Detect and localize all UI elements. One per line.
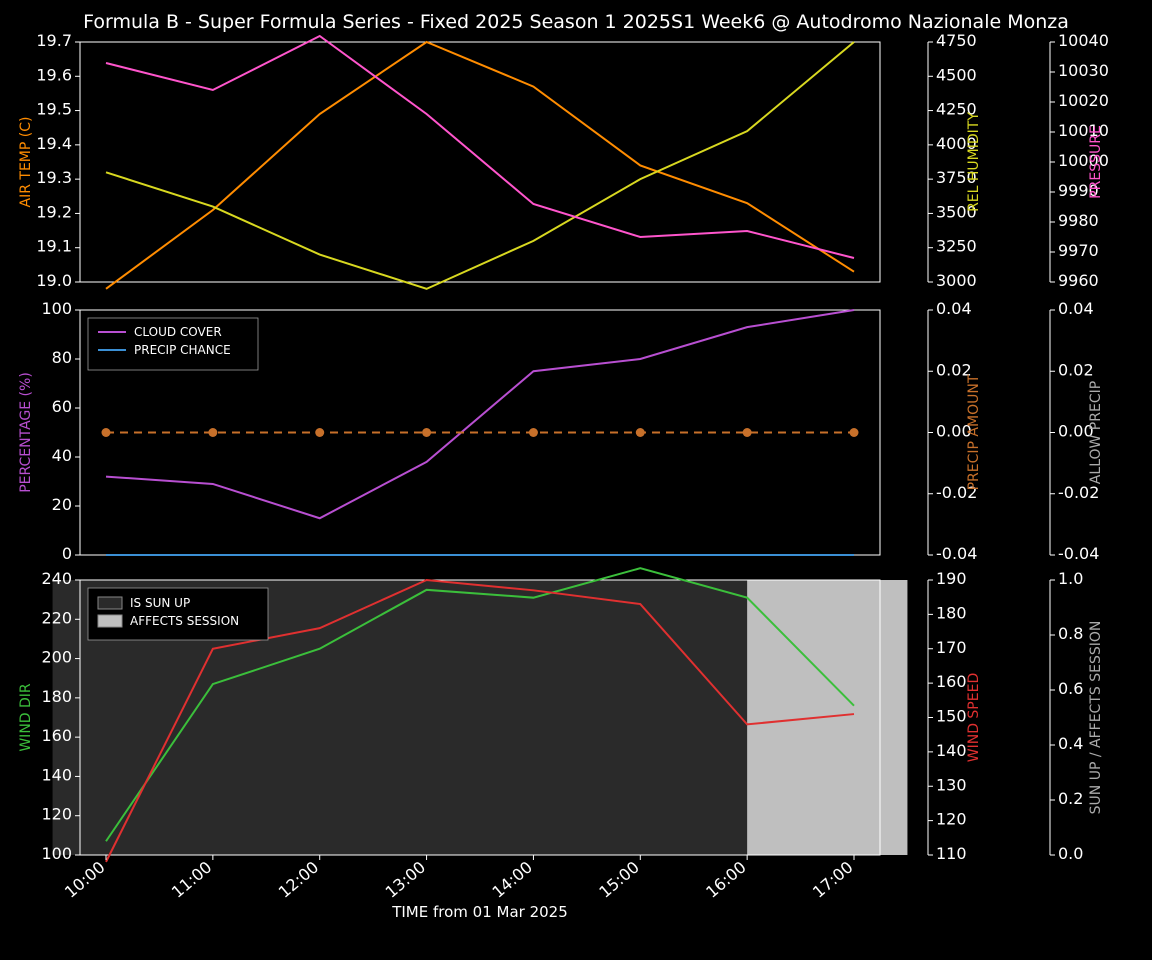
- svg-text:4750: 4750: [936, 31, 977, 50]
- svg-text:AFFECTS SESSION: AFFECTS SESSION: [130, 614, 239, 628]
- svg-text:19.5: 19.5: [36, 100, 72, 119]
- svg-text:60: 60: [52, 397, 72, 416]
- svg-text:19.3: 19.3: [36, 168, 72, 187]
- svg-text:3250: 3250: [936, 237, 977, 256]
- svg-text:-0.04: -0.04: [936, 544, 977, 563]
- svg-text:240: 240: [41, 569, 72, 588]
- svg-text:110: 110: [936, 844, 967, 863]
- svg-text:CLOUD COVER: CLOUD COVER: [134, 325, 222, 339]
- svg-text:170: 170: [936, 638, 967, 657]
- svg-text:ALLOW PRECIP: ALLOW PRECIP: [1088, 381, 1104, 484]
- svg-text:0.04: 0.04: [936, 299, 972, 318]
- svg-text:100: 100: [41, 844, 72, 863]
- svg-text:130: 130: [936, 775, 967, 794]
- svg-text:SUN UP / AFFECTS SESSION: SUN UP / AFFECTS SESSION: [1088, 621, 1104, 815]
- svg-text:WIND DIR: WIND DIR: [18, 683, 34, 752]
- svg-text:0.4: 0.4: [1058, 734, 1083, 753]
- svg-text:IS SUN UP: IS SUN UP: [130, 596, 190, 610]
- svg-text:20: 20: [52, 495, 72, 514]
- svg-text:19.2: 19.2: [36, 202, 72, 221]
- svg-text:0.04: 0.04: [1058, 299, 1094, 318]
- x-axis-label: TIME from 01 Mar 2025: [391, 903, 568, 921]
- svg-text:10030: 10030: [1058, 61, 1109, 80]
- svg-text:180: 180: [41, 687, 72, 706]
- svg-text:1.0: 1.0: [1058, 569, 1083, 588]
- svg-text:190: 190: [936, 569, 967, 588]
- svg-text:12:00: 12:00: [275, 858, 323, 902]
- svg-text:0.02: 0.02: [1058, 360, 1094, 379]
- svg-text:-0.04: -0.04: [1058, 544, 1099, 563]
- svg-text:10020: 10020: [1058, 91, 1109, 110]
- svg-text:150: 150: [936, 707, 967, 726]
- svg-text:19.0: 19.0: [36, 271, 72, 290]
- svg-text:160: 160: [936, 672, 967, 691]
- svg-text:11:00: 11:00: [168, 858, 216, 902]
- svg-text:17:00: 17:00: [809, 858, 857, 902]
- svg-text:19.1: 19.1: [36, 237, 72, 256]
- svg-text:9960: 9960: [1058, 271, 1099, 290]
- svg-text:220: 220: [41, 608, 72, 627]
- svg-text:180: 180: [936, 603, 967, 622]
- svg-text:10040: 10040: [1058, 31, 1109, 50]
- svg-text:3000: 3000: [936, 271, 977, 290]
- svg-text:9970: 9970: [1058, 241, 1099, 260]
- svg-text:PERCENTAGE (%): PERCENTAGE (%): [18, 372, 34, 493]
- svg-text:AIR TEMP (C): AIR TEMP (C): [18, 117, 34, 208]
- svg-text:9980: 9980: [1058, 211, 1099, 230]
- svg-text:0.0: 0.0: [1058, 844, 1083, 863]
- svg-text:PRESSURE: PRESSURE: [1088, 125, 1104, 199]
- svg-text:200: 200: [41, 648, 72, 667]
- svg-text:0: 0: [62, 544, 72, 563]
- svg-text:140: 140: [41, 765, 72, 784]
- svg-text:40: 40: [52, 446, 72, 465]
- chart-title: Formula B - Super Formula Series - Fixed…: [83, 11, 1069, 33]
- svg-text:19.4: 19.4: [36, 134, 72, 153]
- svg-text:120: 120: [936, 810, 967, 829]
- svg-text:PRECIP AMOUNT: PRECIP AMOUNT: [966, 374, 982, 490]
- svg-text:120: 120: [41, 805, 72, 824]
- svg-text:19.6: 19.6: [36, 65, 72, 84]
- svg-text:0.2: 0.2: [1058, 789, 1083, 808]
- svg-text:16:00: 16:00: [702, 858, 750, 902]
- svg-text:PRECIP CHANCE: PRECIP CHANCE: [134, 343, 231, 357]
- svg-text:140: 140: [936, 741, 967, 760]
- svg-text:160: 160: [41, 726, 72, 745]
- svg-text:0.6: 0.6: [1058, 679, 1083, 698]
- svg-text:100: 100: [41, 299, 72, 318]
- svg-text:0.8: 0.8: [1058, 624, 1083, 643]
- weather-chart: Formula B - Super Formula Series - Fixed…: [0, 0, 1152, 960]
- svg-text:15:00: 15:00: [595, 858, 643, 902]
- svg-text:4500: 4500: [936, 65, 977, 84]
- svg-text:WIND SPEED: WIND SPEED: [966, 673, 982, 762]
- svg-text:80: 80: [52, 348, 72, 367]
- svg-text:10:00: 10:00: [61, 858, 109, 902]
- svg-text:REL HUMIDITY: REL HUMIDITY: [966, 112, 982, 212]
- svg-text:19.7: 19.7: [36, 31, 72, 50]
- svg-text:14:00: 14:00: [488, 858, 536, 902]
- svg-text:-0.02: -0.02: [1058, 483, 1099, 502]
- svg-text:13:00: 13:00: [382, 858, 430, 902]
